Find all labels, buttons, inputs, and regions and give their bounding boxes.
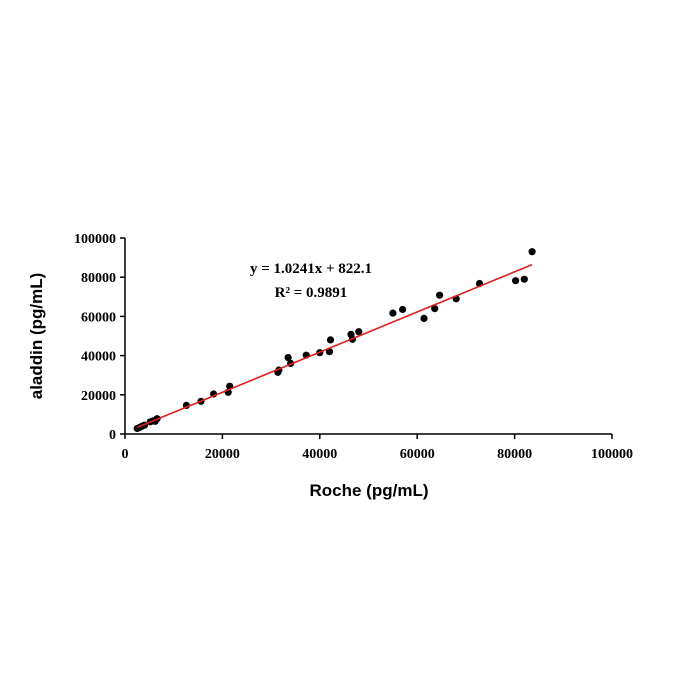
x-tick-label: 80000	[497, 447, 532, 462]
data-point	[325, 348, 334, 356]
trendline	[136, 263, 533, 429]
y-tick-label: 80000	[81, 271, 116, 286]
data-point	[355, 328, 363, 336]
data-point	[399, 305, 407, 314]
data-point	[284, 354, 292, 362]
x-axis-ticks: 0 20000 40000 60000 80000 100000	[122, 434, 633, 462]
x-tick-label: 60000	[400, 447, 435, 462]
data-point	[420, 314, 428, 322]
data-point	[511, 277, 520, 285]
data-point	[389, 309, 397, 317]
y-tick-label: 100000	[74, 232, 116, 247]
data-point	[436, 291, 444, 299]
x-tick-label: 40000	[302, 447, 337, 462]
y-axis-label: aladdin (pg/mL)	[27, 273, 46, 400]
y-tick-label: 60000	[81, 310, 116, 325]
data-point	[326, 336, 335, 344]
x-tick-label: 20000	[205, 447, 240, 462]
x-axis-label: Roche (pg/mL)	[310, 481, 429, 500]
data-point	[520, 275, 528, 283]
x-tick-label: 0	[122, 447, 129, 462]
data-point	[528, 248, 536, 256]
regression-equation: y = 1.0241x + 822.1	[250, 261, 372, 277]
y-axis-ticks: 0 20000 40000 60000 80000 100000	[74, 232, 125, 443]
r-squared-label: R² = 0.9891	[275, 285, 348, 301]
trendline-layer	[136, 263, 533, 429]
y-tick-label: 0	[109, 428, 116, 443]
y-tick-label: 40000	[81, 350, 116, 365]
data-point	[431, 305, 439, 313]
x-tick-label: 100000	[591, 447, 633, 462]
axes	[124, 238, 612, 435]
y-tick-label: 20000	[81, 389, 116, 404]
